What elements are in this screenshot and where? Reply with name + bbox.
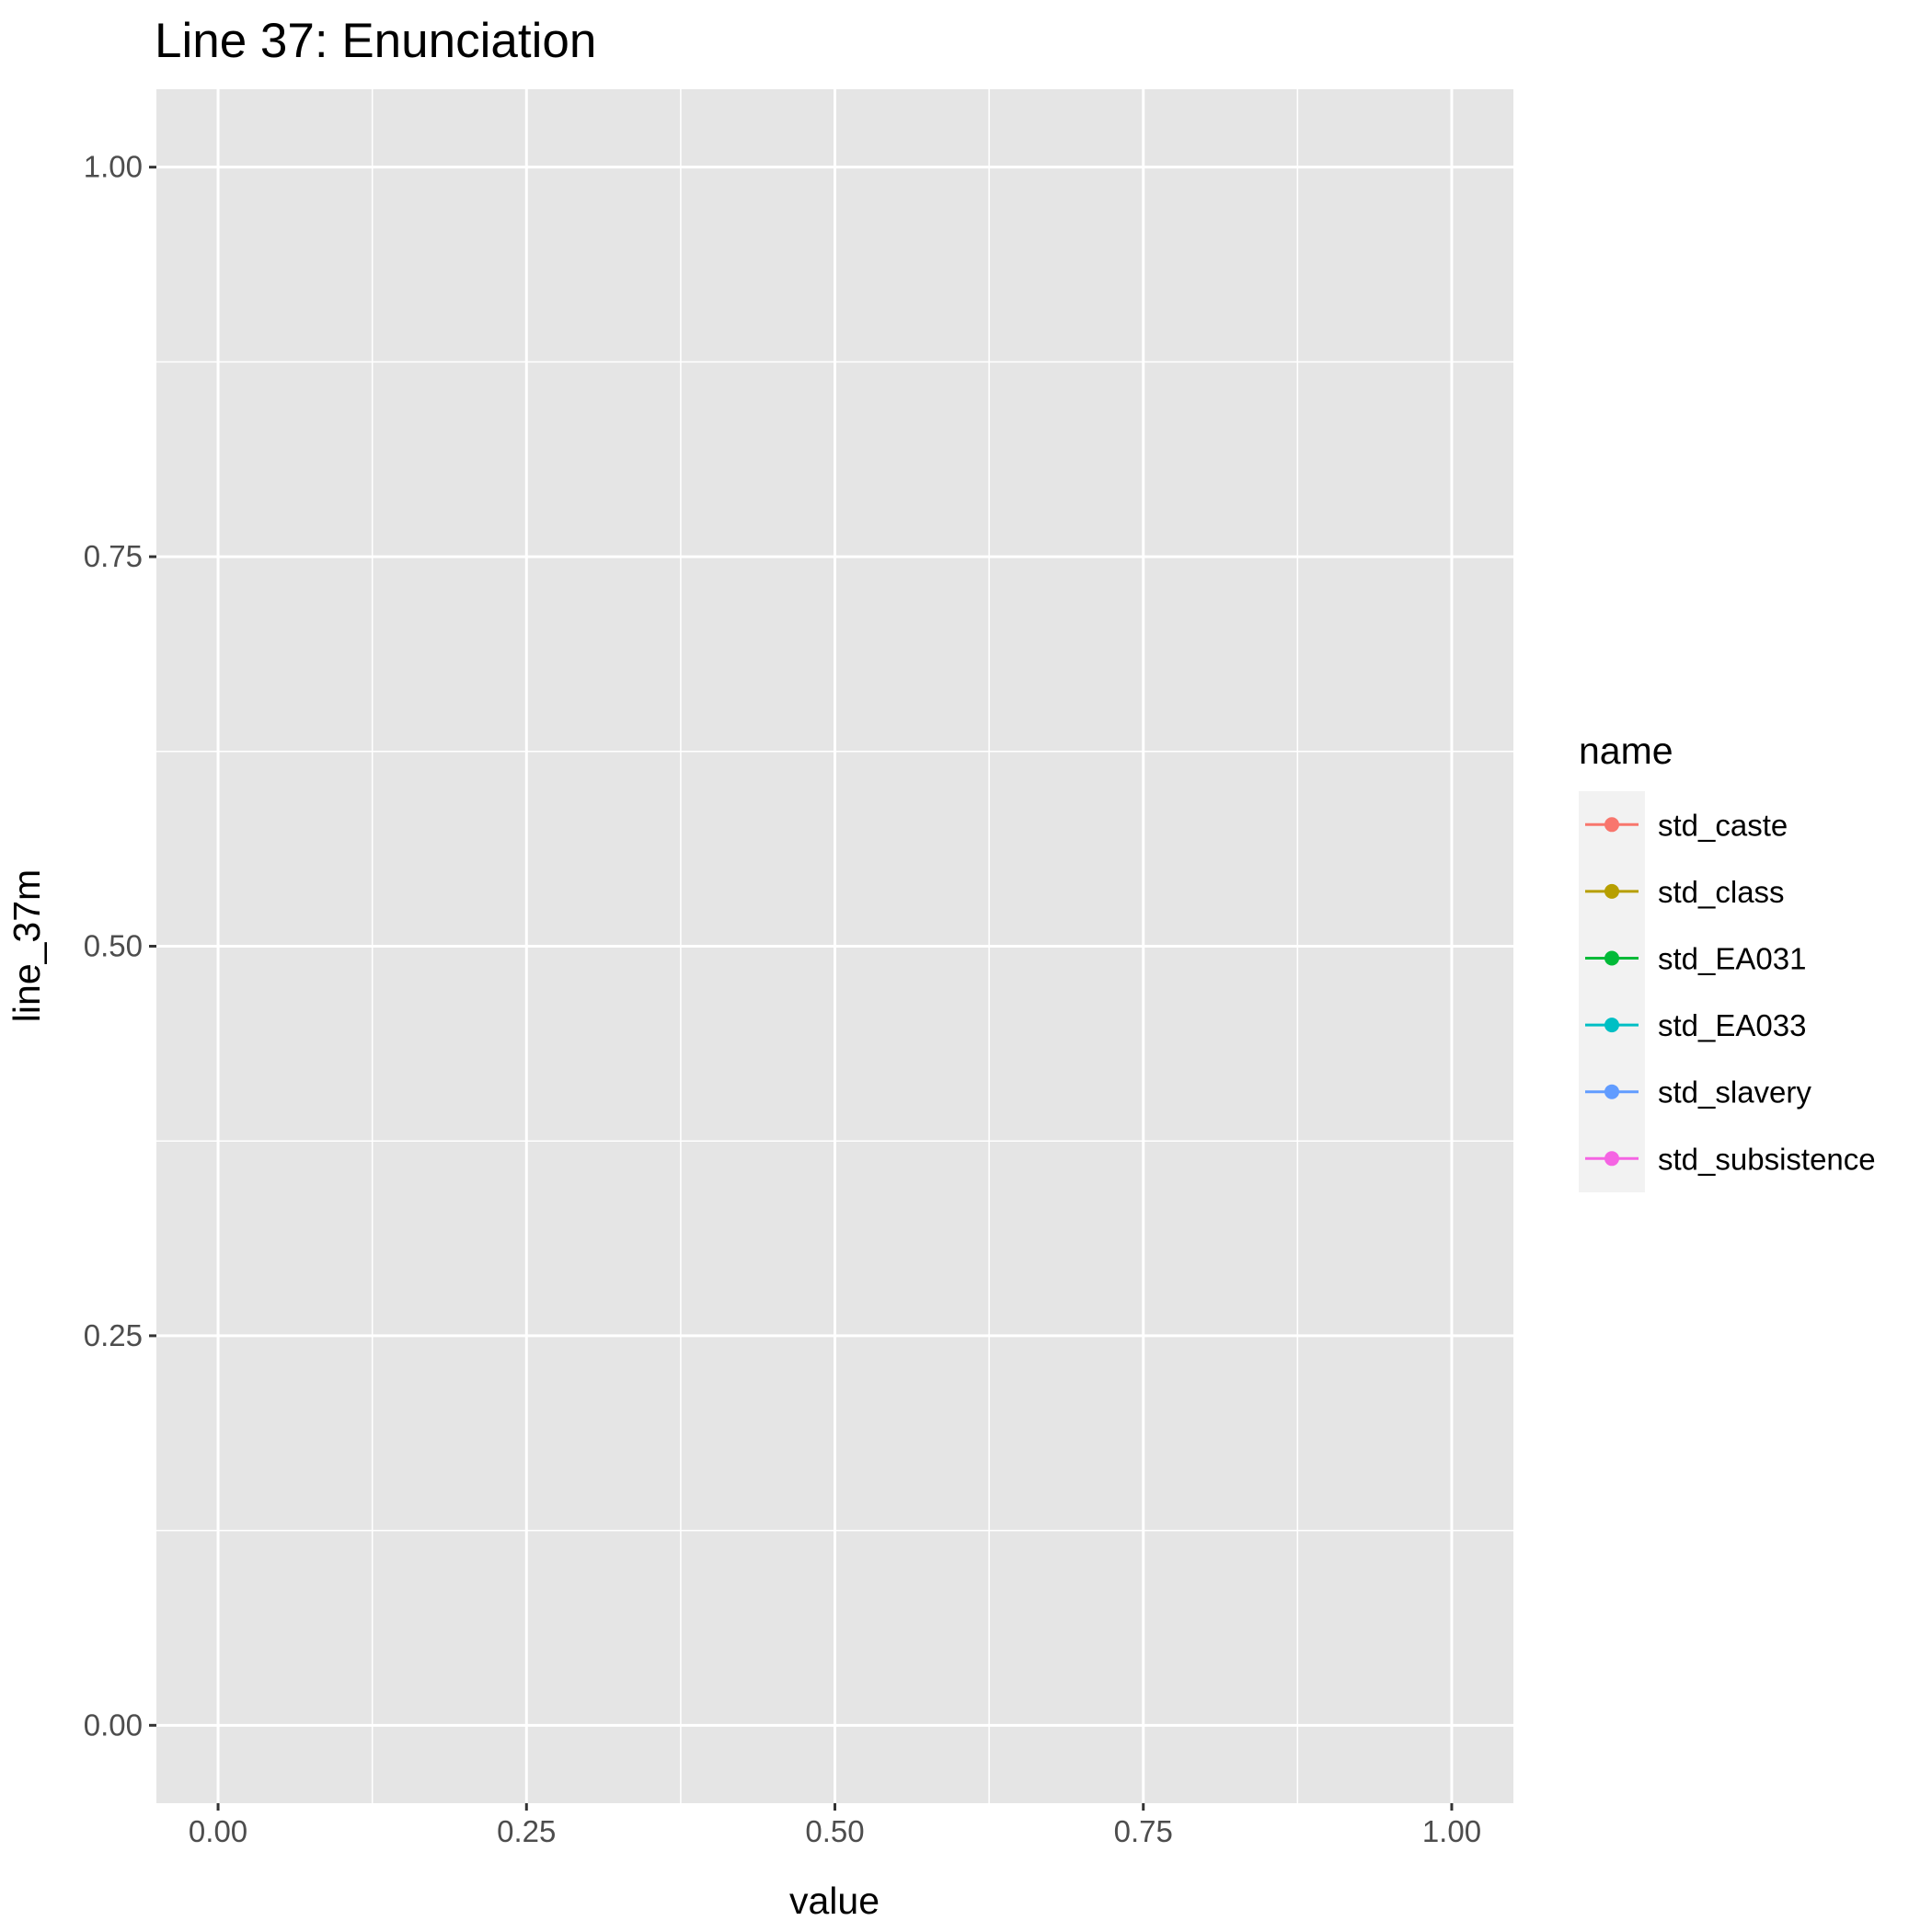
legend-label: std_class (1658, 875, 1785, 909)
legend-label: std_subsistence (1658, 1142, 1876, 1176)
legend: name std_caste std_class std_EA031 std_EA03… (1579, 730, 1876, 1192)
legend-key-point (1604, 817, 1619, 833)
y-axis: 0.00 0.25 0.50 0.75 1.00 (84, 150, 156, 1742)
legend-item: std_EA033 (1585, 1008, 1806, 1042)
legend-key-point (1604, 1084, 1619, 1099)
legend-label: std_slavery (1658, 1075, 1811, 1110)
x-axis: 0.00 0.25 0.50 0.75 1.00 (189, 1803, 1481, 1848)
legend-key-point (1604, 950, 1619, 966)
legend-key-point (1604, 1018, 1619, 1033)
chart-title: Line 37: Enunciation (155, 14, 596, 68)
legend-label: std_EA031 (1658, 942, 1806, 976)
legend-title: name (1579, 730, 1673, 772)
x-tick-label: 1.00 (1422, 1814, 1481, 1848)
x-tick-label: 0.25 (497, 1814, 556, 1848)
legend-item: std_class (1585, 875, 1785, 909)
legend-key-point (1604, 883, 1619, 899)
y-axis-title: line_37m (6, 869, 48, 1022)
y-tick-label: 0.25 (84, 1318, 143, 1352)
legend-key-background (1579, 791, 1645, 1192)
legend-label: std_caste (1658, 808, 1788, 842)
y-tick-label: 0.75 (84, 539, 143, 573)
legend-label: std_EA033 (1658, 1008, 1806, 1042)
legend-key-point (1604, 1151, 1619, 1167)
legend-item: std_subsistence (1585, 1142, 1876, 1176)
x-axis-title: value (789, 1880, 880, 1922)
y-tick-label: 0.50 (84, 929, 143, 963)
x-tick-label: 0.50 (805, 1814, 864, 1848)
legend-item: std_EA031 (1585, 942, 1806, 976)
x-tick-label: 0.00 (189, 1814, 247, 1848)
y-tick-label: 0.00 (84, 1708, 143, 1742)
major-gridlines (156, 89, 1513, 1803)
legend-item: std_caste (1585, 808, 1788, 842)
legend-item: std_slavery (1585, 1075, 1811, 1110)
x-tick-label: 0.75 (1114, 1814, 1173, 1848)
y-tick-label: 1.00 (84, 150, 143, 184)
